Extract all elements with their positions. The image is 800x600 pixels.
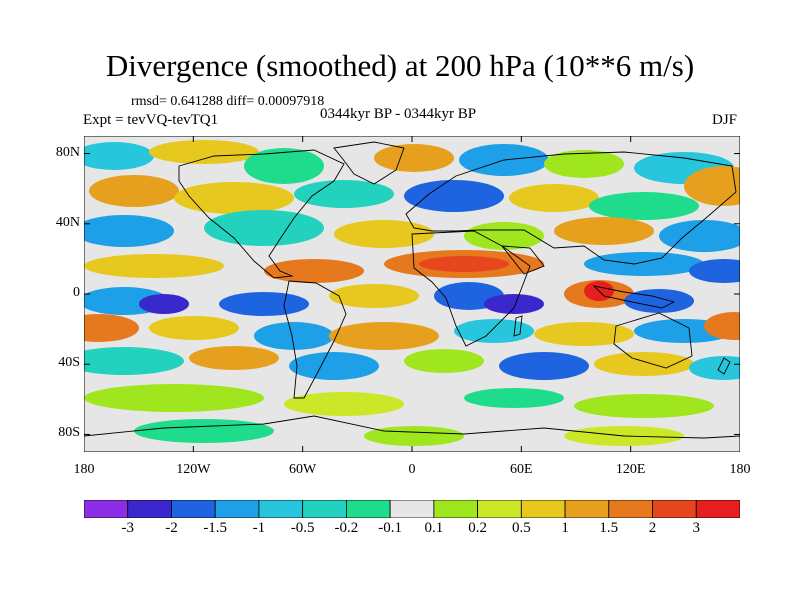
plot-title: Divergence (smoothed) at 200 hPa (10**6 … [105, 48, 695, 83]
latitude-tick-label: 40S [58, 355, 80, 371]
colorbar-tick-label: 3 [692, 520, 701, 536]
experiment-label: Expt = tevVQ-tevTQ1 [83, 112, 219, 128]
colorbar-swatch [608, 500, 653, 518]
colorbar-swatch [171, 500, 216, 518]
longitude-tick-label: 180 [73, 462, 95, 477]
longitude-tick-label: 0 [408, 462, 416, 477]
longitude-tick-label: 60W [289, 462, 317, 477]
colorbar-tick-label: 1.5 [599, 520, 619, 536]
colorbar-tick-label: -0.1 [378, 520, 402, 536]
colorbar-swatch [258, 500, 304, 518]
latitude-ticks [84, 153, 740, 435]
colorbar [84, 500, 740, 518]
colorbar-swatch [695, 500, 740, 518]
colorbar-tick-label: 0.1 [424, 520, 444, 536]
colorbar-tick-label: 1 [561, 520, 569, 536]
colorbar-tick-label: 0.2 [468, 520, 487, 536]
colorbar-swatch [520, 500, 566, 518]
longitude-tick-label: 60E [510, 462, 533, 477]
coastlines [84, 141, 740, 439]
colorbar-swatch [477, 500, 522, 518]
colorbar-swatch [345, 500, 391, 518]
longitude-tick-label: 120E [615, 462, 646, 477]
colorbar-tick-label: -0.2 [334, 520, 359, 536]
colorbar-swatch [389, 500, 435, 518]
longitude-ticks [84, 136, 740, 452]
colorbar-swatch [564, 500, 610, 518]
longitude-tick-label: 120W [176, 462, 211, 477]
colorbar-swatch [127, 500, 172, 518]
stats-label: rmsd= 0.641288 diff= 0.00097918 [131, 94, 325, 109]
latitude-tick-label: 40N [55, 214, 80, 230]
colorbar-tick-label: 0.5 [511, 520, 531, 536]
colorbar-tick-label: -0.5 [290, 520, 315, 536]
colorbar-swatch [302, 500, 347, 518]
colorbar-swatch [214, 500, 260, 518]
latitude-tick-label: 80N [55, 144, 80, 160]
longitude-tick-label: 180 [729, 462, 751, 477]
latitude-tick-label: 80S [58, 425, 80, 441]
colorbar-swatch [433, 500, 479, 518]
colorbar-swatch [652, 500, 697, 518]
divergence-map [84, 136, 740, 452]
latitude-tick-label: 0 [73, 285, 80, 300]
colorbar-tick-label: -3 [121, 520, 134, 536]
colorbar-tick-label: -2 [165, 520, 178, 536]
colorbar-swatch [84, 500, 129, 518]
season-label: DJF [712, 112, 738, 128]
colorbar-tick-label: -1.5 [203, 520, 228, 536]
colorbar-tick-label: -1 [252, 520, 266, 536]
colorbar-tick-label: 2 [648, 520, 657, 536]
period-label: 0344kyr BP - 0344kyr BP [320, 106, 477, 122]
divergence-field [84, 140, 740, 446]
